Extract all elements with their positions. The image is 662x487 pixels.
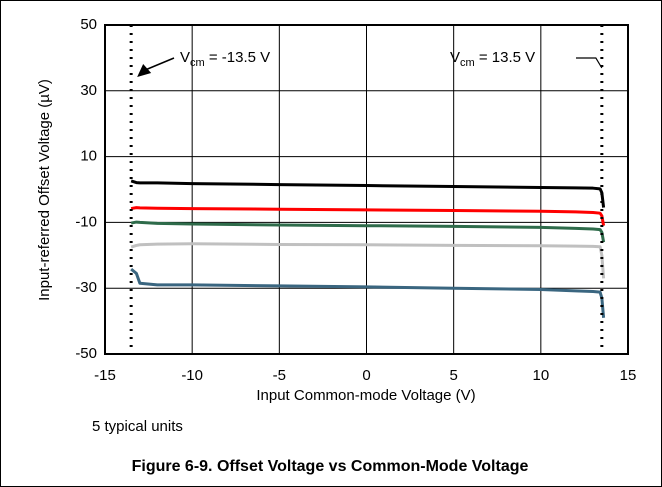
annotation-subscript: cm [460,57,475,69]
x-tick-label: -15 [94,367,116,384]
series-line [130,242,606,279]
y-axis-label: Input-referred Offset Voltage (µV) [36,79,53,301]
annotation-text: V [450,49,460,66]
arrow-line [144,57,175,71]
x-tick-label: -5 [273,367,286,384]
y-tick-label: -50 [75,345,97,362]
annotation-text: = -13.5 V [205,49,270,66]
annotation-text: = 13.5 V [475,49,535,66]
note: 5 typical units [92,418,183,435]
y-tick-label: -30 [75,279,97,296]
x-axis-label: Input Common-mode Voltage (V) [256,387,475,404]
annotation-label: Vcm = -13.5 V [180,49,270,69]
x-tick-label: 5 [449,367,457,384]
annotation-text: V [180,49,190,66]
leader-line [576,57,603,69]
series-line [130,179,606,208]
annotation-subscript: cm [190,57,205,69]
series-line [130,220,606,243]
y-tick-label: 30 [80,82,97,99]
plot-border [104,24,629,355]
x-tick-label: -10 [181,367,203,384]
x-tick-label: 0 [362,367,370,384]
y-tick-label: -10 [75,213,97,230]
caption: Figure 6-9. Offset Voltage vs Common-Mod… [132,458,529,475]
series-line [130,267,606,318]
y-tick-label: 50 [80,16,97,33]
y-tick-label: 10 [80,148,97,165]
arrow-head [137,64,152,77]
annotation-label: Vcm = 13.5 V [450,49,535,69]
x-tick-label: 10 [532,367,549,384]
series-line [130,206,606,226]
x-tick-label: 15 [620,367,637,384]
